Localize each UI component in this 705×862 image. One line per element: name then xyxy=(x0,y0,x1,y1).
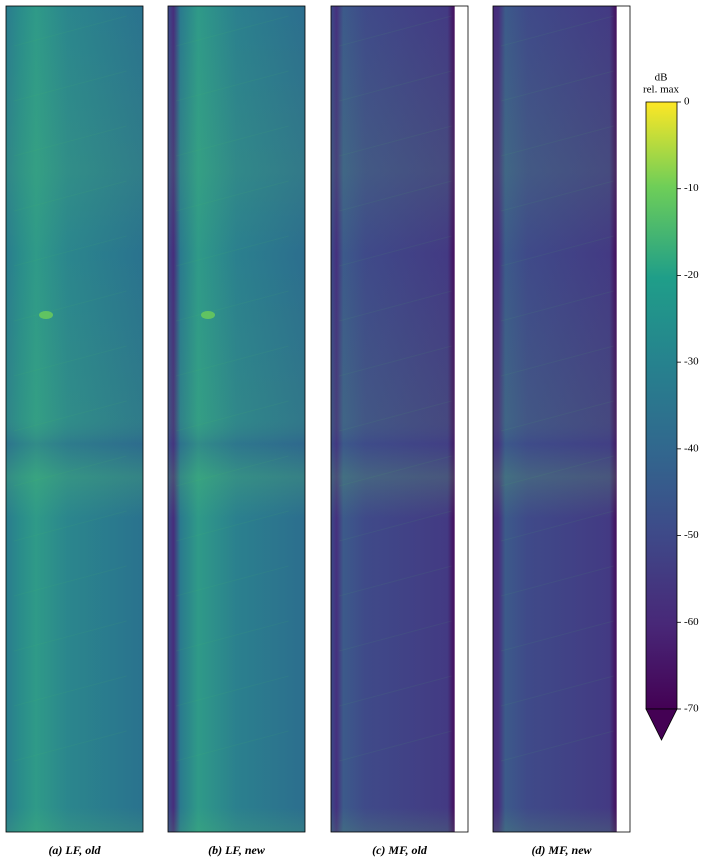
panel-streak xyxy=(175,15,289,47)
panel-streak xyxy=(13,70,127,102)
panel-streak xyxy=(13,675,127,707)
panel-streak xyxy=(13,565,127,597)
panel-streak xyxy=(13,15,127,47)
panel-caption: (a) LF, old xyxy=(48,843,101,857)
panel-feature xyxy=(201,311,215,319)
colorbar-tick-label: 0 xyxy=(684,96,690,108)
colorbar-tick-label: -40 xyxy=(684,442,699,454)
panel-feature xyxy=(39,311,53,319)
panel-streak xyxy=(338,235,452,267)
panel-streak xyxy=(500,70,614,102)
colorbar-tick-label: -60 xyxy=(684,616,699,628)
panel-streak xyxy=(175,235,289,267)
panel-frame xyxy=(5,5,144,833)
panel-streak xyxy=(338,620,452,652)
panel-streak xyxy=(500,290,614,322)
panel-streak xyxy=(338,70,452,102)
panel-frame xyxy=(167,5,306,833)
panel-streak xyxy=(13,730,127,762)
panel-streak xyxy=(175,455,289,487)
panel-streak xyxy=(175,180,289,212)
panel-shading xyxy=(331,6,455,832)
colorbar-tick-label: -50 xyxy=(684,529,699,541)
panel-streak xyxy=(338,730,452,762)
panel-streak xyxy=(500,565,614,597)
panel-streak xyxy=(500,15,614,47)
panel-caption: (c) MF, old xyxy=(372,843,428,857)
panel-streak xyxy=(500,620,614,652)
colorbar-tick-label: -10 xyxy=(684,182,699,194)
panel-streak xyxy=(175,70,289,102)
panel-streak xyxy=(500,510,614,542)
panel-streak xyxy=(175,400,289,432)
panel-streak xyxy=(175,510,289,542)
panel-streak xyxy=(175,345,289,377)
panel-streak xyxy=(500,675,614,707)
panel-streak xyxy=(13,400,127,432)
colorbar-tick-label: -30 xyxy=(684,356,699,368)
panel-streak xyxy=(500,455,614,487)
panel-streak xyxy=(338,15,452,47)
panel-frame xyxy=(330,5,469,833)
panel-streak xyxy=(13,345,127,377)
panel-streak xyxy=(175,125,289,157)
panel-streak xyxy=(13,510,127,542)
panel-streak xyxy=(338,180,452,212)
panel-streak xyxy=(175,730,289,762)
colorbar-extend xyxy=(645,708,678,741)
panel-streak xyxy=(338,565,452,597)
panel-streak xyxy=(13,290,127,322)
panel-frame xyxy=(492,5,631,833)
panels xyxy=(5,5,631,833)
colorbar xyxy=(645,101,678,710)
colorbar-tick-label: -20 xyxy=(684,269,699,281)
panel-caption: (b) LF, new xyxy=(208,843,266,857)
panel-streak xyxy=(338,400,452,432)
panel-streak xyxy=(500,400,614,432)
panel-streak xyxy=(175,290,289,322)
panel-streak xyxy=(500,180,614,212)
panel-streak xyxy=(175,620,289,652)
panel-streak xyxy=(175,675,289,707)
panel-streak xyxy=(338,510,452,542)
panel-streak xyxy=(13,180,127,212)
panel-streak xyxy=(338,455,452,487)
colorbar-label: dB xyxy=(655,72,668,84)
colorbar-ticks: 0 -10 -20 -30 -40 -50 -60 -70 xyxy=(645,96,699,741)
panel-streak xyxy=(338,345,452,377)
panel-caption: (d) MF, new xyxy=(531,843,592,857)
panel-streak xyxy=(338,290,452,322)
panel-streak xyxy=(175,565,289,597)
panel-streak xyxy=(500,125,614,157)
panel-shading xyxy=(168,6,305,832)
panel-streak xyxy=(13,620,127,652)
panel-streak xyxy=(13,235,127,267)
panel-streak xyxy=(13,125,127,157)
panel-streak xyxy=(500,235,614,267)
panel-streak xyxy=(13,455,127,487)
panel-shading xyxy=(493,6,617,832)
colorbar-tick-label: -70 xyxy=(684,703,699,715)
panel-streak xyxy=(338,675,452,707)
panel-shading xyxy=(6,6,143,832)
panel-streak xyxy=(500,730,614,762)
panel-streak xyxy=(500,345,614,377)
panel-streak xyxy=(338,125,452,157)
colorbar-sublabel: rel. max xyxy=(643,84,680,96)
